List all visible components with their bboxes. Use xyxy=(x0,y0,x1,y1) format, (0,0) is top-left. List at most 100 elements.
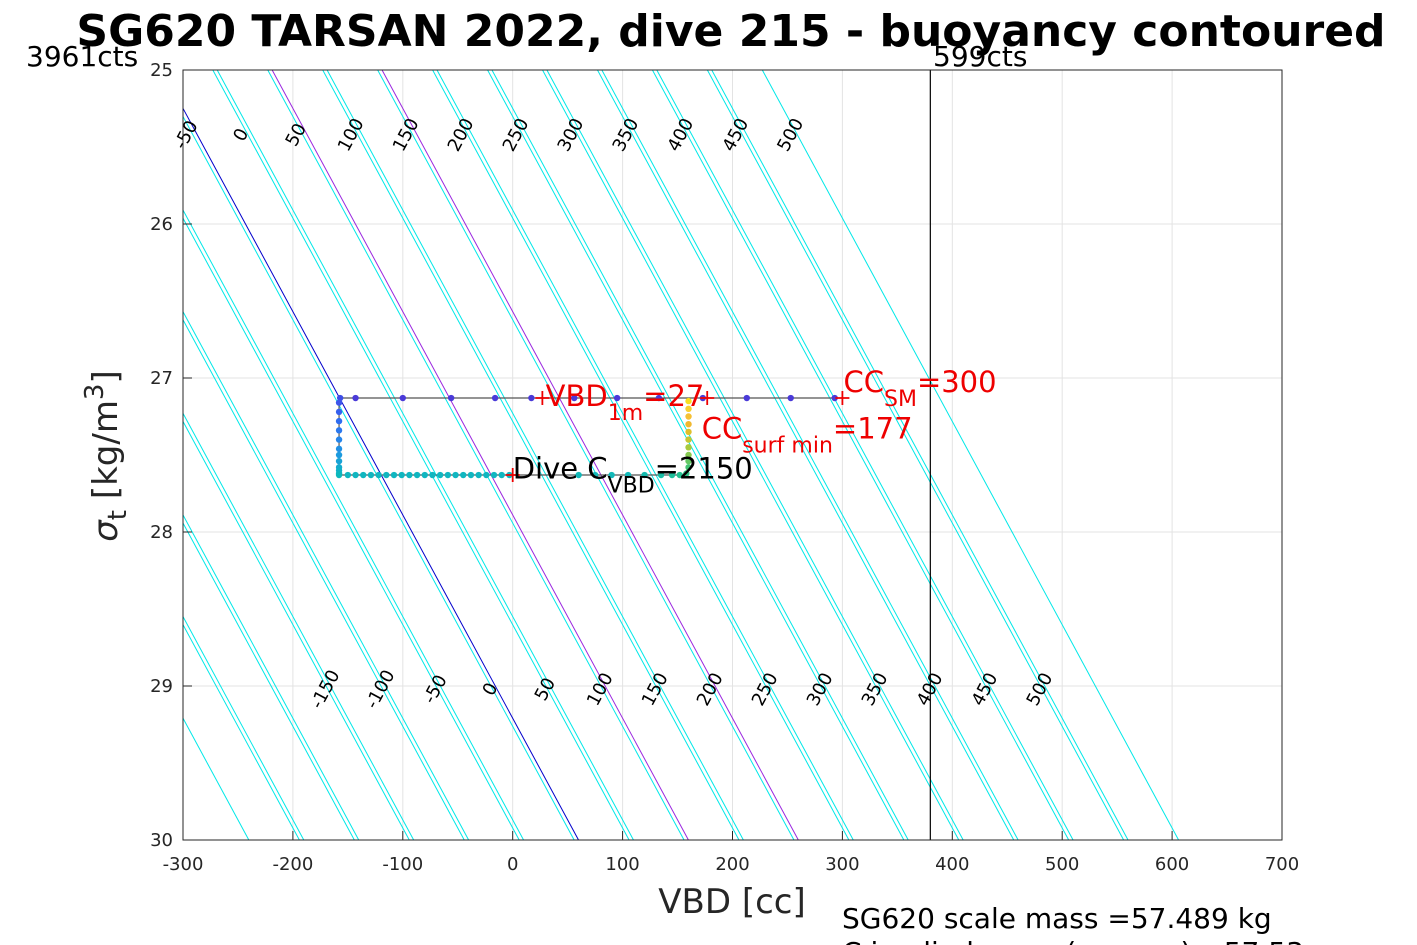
footer-implied-mass: C implied mass (apogee) =57.53 xyxy=(842,936,1304,945)
data-point xyxy=(406,471,413,479)
data-point xyxy=(335,436,343,443)
data-point xyxy=(668,471,676,479)
contour-line xyxy=(711,70,1129,840)
annotation-vbd1m: VBD1m=27 xyxy=(546,379,705,426)
data-point xyxy=(383,471,390,479)
data-point xyxy=(571,394,578,402)
data-point xyxy=(491,394,499,402)
data-point xyxy=(685,436,692,443)
data-point xyxy=(413,471,421,479)
x-axis-label: VBD [cc] xyxy=(658,882,806,922)
data-point xyxy=(335,399,343,406)
x-tick-label: 200 xyxy=(715,854,749,875)
data-point xyxy=(335,417,343,425)
x-tick-label: 400 xyxy=(935,854,969,875)
y-axis-label: σt [kg/m3] xyxy=(80,370,133,542)
data-point xyxy=(360,471,367,479)
data-point xyxy=(685,457,692,465)
contour-line xyxy=(183,615,305,840)
y-tick-label: 30 xyxy=(150,830,173,851)
data-point xyxy=(613,394,621,402)
annotation-divec: Dive CVBD=2150 xyxy=(513,451,753,498)
y-axis-unit-close: ] xyxy=(86,370,126,383)
x-tick-label: 100 xyxy=(605,854,639,875)
data-point xyxy=(352,394,359,402)
chart-title: SG620 TARSAN 2022, dive 215 - buoyancy c… xyxy=(76,6,1385,57)
contour-line xyxy=(212,70,630,840)
red-plus-marker xyxy=(505,468,520,483)
contour-line xyxy=(601,70,1019,840)
contour-line xyxy=(183,522,355,840)
contour-line xyxy=(183,623,300,840)
y-axis-symbol: σ xyxy=(86,519,126,542)
data-point xyxy=(685,451,692,459)
contour-line xyxy=(183,310,470,840)
data-point xyxy=(447,394,455,402)
y-axis-subscript: t xyxy=(103,510,133,520)
y-tick-label: 29 xyxy=(150,676,173,697)
x-tick-label: 700 xyxy=(1265,854,1299,875)
contour-line xyxy=(761,70,1180,840)
contour-line xyxy=(183,115,575,840)
contour-line xyxy=(183,208,525,840)
data-point xyxy=(399,394,406,402)
contour-line xyxy=(542,70,960,840)
x-tick-label: -200 xyxy=(272,854,313,875)
data-point xyxy=(475,471,482,479)
contour-line xyxy=(381,70,799,840)
contour-line xyxy=(432,70,850,840)
contour-line xyxy=(183,420,410,840)
data-point xyxy=(375,471,382,479)
contour-line xyxy=(487,70,905,840)
data-point xyxy=(429,471,436,479)
data-point xyxy=(335,451,343,459)
data-point xyxy=(685,464,692,471)
x-tick-label: -300 xyxy=(163,854,204,875)
data-point xyxy=(335,445,343,453)
contour-line xyxy=(183,217,520,840)
data-point xyxy=(467,471,475,479)
contour-line xyxy=(271,70,689,840)
data-point xyxy=(685,405,692,412)
contour-line xyxy=(267,70,685,840)
red-plus-marker xyxy=(700,391,715,406)
contour-line xyxy=(491,70,909,840)
data-point xyxy=(335,471,343,479)
data-point xyxy=(685,428,692,436)
data-point xyxy=(367,471,375,479)
data-point xyxy=(655,394,663,402)
contour-line xyxy=(183,318,465,840)
data-point xyxy=(421,471,428,479)
red-plus-marker xyxy=(535,391,550,406)
data-point xyxy=(608,471,615,479)
data-point xyxy=(352,471,359,479)
data-point xyxy=(398,471,405,479)
contour-line xyxy=(216,70,634,840)
contour-line xyxy=(183,513,360,840)
data-point xyxy=(335,457,343,465)
data-point xyxy=(335,427,343,434)
axis-ticks: -300 -200 -100 0 100 200 300 400 500 600 700 25 26 27… xyxy=(150,60,1299,875)
data-point xyxy=(460,471,467,479)
annotation-ccsm: CCSM=300 xyxy=(843,365,996,412)
contour-line xyxy=(656,70,1074,840)
top-right-counts-label: 599cts xyxy=(933,40,1027,73)
y-tick-label: 27 xyxy=(150,368,173,389)
y-axis-unit-power: 3 xyxy=(80,384,110,401)
contour-line xyxy=(183,107,579,840)
annotation-ccsurf: CCsurf min=177 xyxy=(702,411,913,458)
data-point xyxy=(676,471,683,479)
data-point xyxy=(683,470,690,477)
data-point xyxy=(444,471,452,479)
data-point xyxy=(743,394,750,402)
contour-line xyxy=(326,70,744,840)
buoyancy-contours xyxy=(183,70,1180,840)
contour-line xyxy=(651,70,1070,840)
data-point xyxy=(436,471,444,479)
contour-line xyxy=(706,70,1125,840)
data-point xyxy=(641,471,648,479)
y-tick-label: 25 xyxy=(150,60,173,81)
data-point xyxy=(685,444,692,451)
y-tick-label: 28 xyxy=(150,522,173,543)
